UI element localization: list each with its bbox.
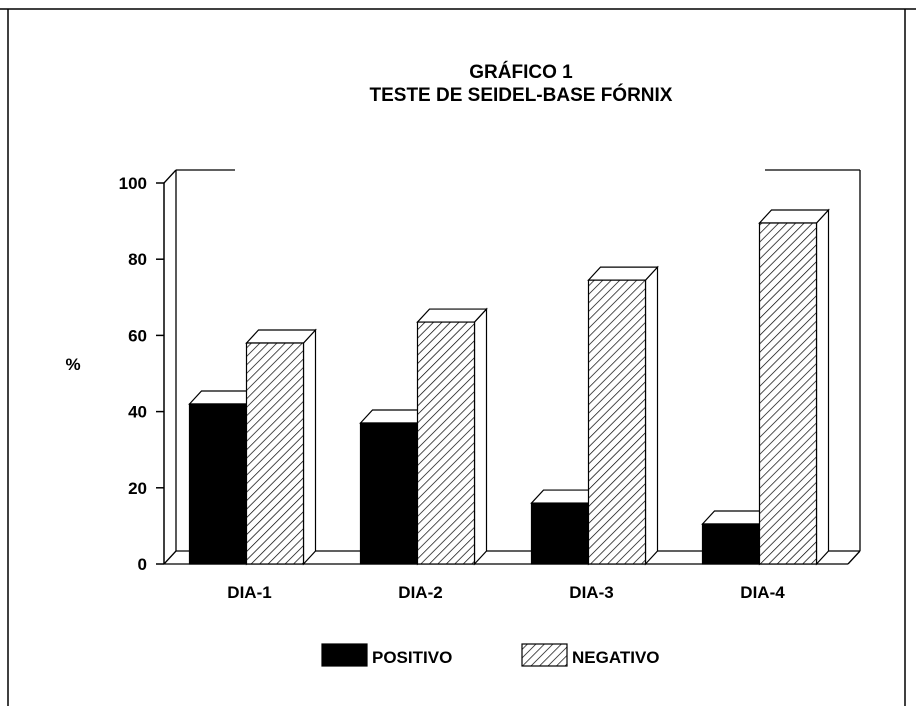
y-axis-label: % bbox=[65, 355, 80, 374]
bar-negativo-4-top bbox=[758, 209, 830, 224]
bar-negativo-3-side bbox=[644, 265, 659, 566]
bar-negativo-2-top bbox=[416, 308, 488, 323]
bar-positivo-2-front bbox=[359, 422, 419, 565]
bar-negativo-1-top bbox=[245, 329, 317, 344]
bar-negativo-1-side bbox=[302, 328, 317, 566]
y-axis-top-edge bbox=[163, 169, 177, 184]
bar-negativo-4-front bbox=[758, 222, 818, 565]
bar-negativo-3-top bbox=[587, 266, 659, 281]
floor-left-edge bbox=[163, 550, 177, 565]
bar-positivo-3-front bbox=[530, 502, 590, 565]
x-tick-label: DIA-2 bbox=[398, 583, 442, 602]
legend-swatch-negativo bbox=[521, 643, 568, 667]
legend-label-positivo: POSITIVO bbox=[372, 648, 452, 667]
bar-negativo-1-front bbox=[245, 342, 305, 565]
chart-subtitle: TESTE DE SEIDEL-BASE FÓRNIX bbox=[370, 84, 673, 106]
floor-right-edge bbox=[847, 550, 861, 565]
bar-positivo-4-front bbox=[701, 523, 761, 565]
bar-negativo-2 bbox=[416, 307, 488, 566]
bar-negativo-3 bbox=[587, 265, 659, 566]
bar-negativo-1 bbox=[245, 328, 317, 566]
y-tick-label: 100 bbox=[119, 174, 147, 193]
bar-negativo-3-front bbox=[587, 279, 647, 565]
chart-title: GRÁFICO 1 bbox=[469, 61, 573, 83]
bar-negativo-2-side bbox=[473, 307, 488, 566]
bar-positivo-1-front bbox=[188, 403, 248, 565]
x-tick-label: DIA-3 bbox=[569, 583, 613, 602]
y-tick-label: 80 bbox=[128, 250, 147, 269]
bar-negativo-4 bbox=[758, 208, 830, 566]
y-tick-label: 40 bbox=[128, 403, 147, 422]
y-tick-label: 60 bbox=[128, 326, 147, 345]
x-tick-label: DIA-4 bbox=[740, 583, 785, 602]
y-tick-label: 0 bbox=[138, 555, 147, 574]
y-tick-label: 20 bbox=[128, 479, 147, 498]
bar-negativo-4-side bbox=[815, 208, 830, 566]
x-tick-label: DIA-1 bbox=[227, 583, 271, 602]
legend-label-negativo: NEGATIVO bbox=[572, 648, 660, 667]
bar-negativo-2-front bbox=[416, 321, 476, 565]
legend-swatch-positivo bbox=[321, 643, 368, 667]
